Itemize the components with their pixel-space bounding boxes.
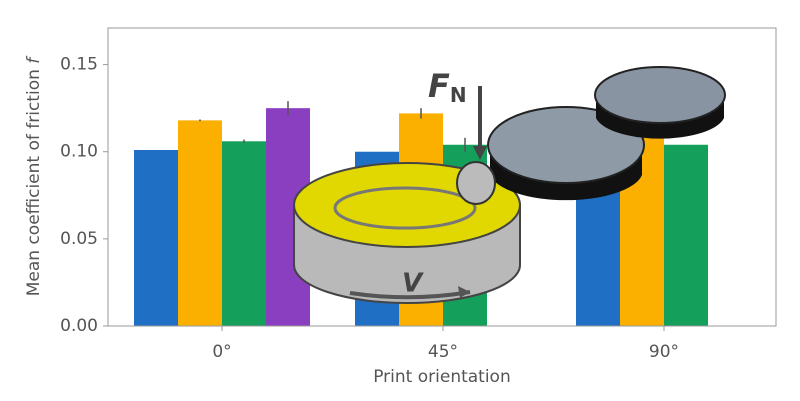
force-symbol: F [428,67,450,105]
x-tick-label: 0° [212,342,231,362]
y-axis-title-text: Mean coefficient of friction [24,69,44,296]
y-tick-label: 0.15 [60,55,98,75]
x-axis-title: Print orientation [373,367,511,387]
velocity-label: V [402,269,424,299]
illustration: V FN [293,66,726,304]
x-tick-label: 90° [649,342,679,362]
bar [664,144,708,326]
y-axis-symbol: f [24,55,44,64]
force-subscript: N [450,83,467,107]
velocity-arrow [349,290,471,300]
plot-frame [107,27,777,327]
y-tick-label: 0.05 [60,229,98,249]
y-tick-label: 0.00 [60,316,98,336]
sample-disc-2 [594,66,726,124]
ball [456,161,496,205]
bar [134,149,178,326]
x-tick-label: 45° [428,342,458,362]
bar [178,120,222,326]
y-axis-title: Mean coefficient of friction f [24,55,44,297]
velocity-arrowhead [458,286,470,298]
track [333,186,477,230]
y-tick-label: 0.10 [60,142,98,162]
bar [222,141,266,326]
force-label: FN [428,67,467,107]
force-arrowhead [473,146,487,160]
